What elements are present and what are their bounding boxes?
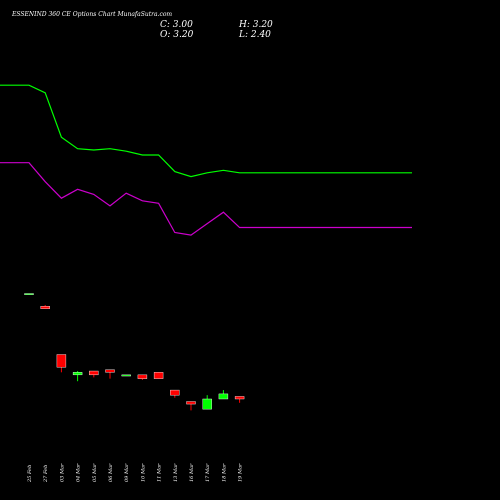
candle — [56, 354, 67, 373]
candle — [24, 293, 34, 295]
candle-body — [40, 306, 50, 309]
x-axis-ticks: 25 Feb 27 Feb 03 Mar 04 Mar 05 Mar 06 Mar 09 M… — [27, 463, 244, 483]
candle — [202, 395, 212, 410]
candle — [40, 304, 50, 309]
x-tick-label: 04 Mar — [76, 463, 82, 482]
x-tick-label: 06 Mar — [108, 463, 114, 482]
open-value: O: 3.20 — [160, 30, 194, 40]
candle — [105, 369, 115, 379]
candles — [24, 293, 245, 411]
candle — [137, 374, 148, 380]
candle — [153, 372, 164, 379]
candle-body — [137, 374, 148, 379]
x-tick-label: 18 Mar — [221, 463, 227, 482]
candle — [89, 370, 99, 378]
x-tick-label: 13 Mar — [173, 463, 179, 482]
x-tick-label: 11 Mar — [157, 463, 163, 482]
x-tick-label: 03 Mar — [59, 463, 65, 482]
x-tick-label: 19 Mar — [238, 463, 244, 482]
candle-body — [170, 389, 180, 396]
candle-body — [24, 293, 34, 295]
candle — [170, 389, 180, 398]
candle-body — [121, 374, 131, 377]
chart-title: ESSENIND 360 CE Options Chart MunafaSutr… — [11, 11, 172, 18]
candle — [218, 390, 229, 400]
indicator-lines — [0, 84, 412, 236]
candle-body — [105, 369, 115, 373]
x-tick-label: 10 Mar — [140, 463, 146, 482]
candle-body — [72, 372, 83, 376]
x-tick-label: 27 Feb — [43, 465, 49, 483]
candle-body — [89, 370, 99, 376]
candle — [121, 374, 131, 377]
x-tick-label: 17 Mar — [205, 463, 211, 482]
low-value: L: 2.40 — [238, 30, 271, 40]
candle-body — [234, 396, 245, 400]
x-tick-label: 09 Mar — [124, 463, 130, 482]
indicator-line-2 — [0, 162, 412, 236]
x-tick-label: 16 Mar — [189, 463, 195, 482]
x-tick-label: 05 Mar — [92, 463, 98, 482]
candle — [72, 371, 83, 382]
candle — [234, 396, 245, 403]
close-value: C: 3.00 — [160, 20, 193, 30]
candle-body — [186, 401, 196, 405]
indicator-line-1 — [0, 84, 412, 178]
candle-body — [218, 393, 229, 400]
high-value: H: 3.20 — [238, 20, 273, 30]
candle-body — [56, 354, 67, 368]
candle-body — [202, 398, 212, 410]
candle-body — [153, 372, 164, 379]
candle — [186, 401, 196, 411]
x-tick-label: 25 Feb — [27, 465, 33, 483]
